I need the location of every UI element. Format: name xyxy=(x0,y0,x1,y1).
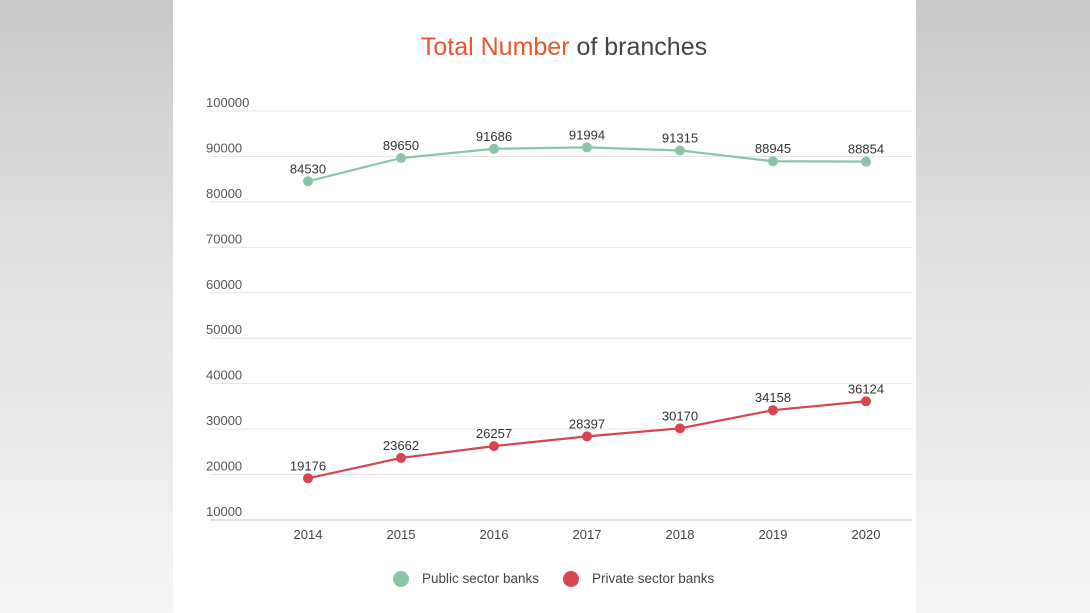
x-tick-label: 2015 xyxy=(387,527,416,542)
data-label: 88854 xyxy=(848,142,884,157)
chart-title-highlight: Total Number xyxy=(421,33,570,61)
data-point xyxy=(768,405,778,416)
data-label: 19176 xyxy=(290,458,326,473)
data-point xyxy=(768,156,778,167)
data-label: 30170 xyxy=(662,408,698,423)
data-point xyxy=(582,431,592,442)
x-tick-label: 2020 xyxy=(852,527,881,542)
y-tick-label: 70000 xyxy=(206,231,242,246)
y-tick-label: 80000 xyxy=(206,186,242,201)
data-label: 91686 xyxy=(476,129,512,144)
chart-title: Total Number of branches xyxy=(421,33,707,61)
legend-marker xyxy=(393,571,409,587)
y-tick-label: 10000 xyxy=(206,504,242,519)
data-point xyxy=(675,423,685,434)
legend-label: Public sector banks xyxy=(422,571,539,586)
x-tick-label: 2018 xyxy=(666,527,695,542)
data-point xyxy=(303,473,313,484)
data-label: 36124 xyxy=(848,381,884,396)
y-tick-label: 40000 xyxy=(206,368,242,383)
data-label: 34158 xyxy=(755,390,791,405)
data-point xyxy=(396,153,406,164)
series-private-sector-banks: 19176 23662 26257 28397 30170 34158 36124 xyxy=(290,381,884,484)
data-point xyxy=(303,176,313,187)
data-point xyxy=(582,142,592,153)
data-label: 91315 xyxy=(662,130,698,145)
data-label: 89650 xyxy=(383,138,419,153)
y-tick-label: 20000 xyxy=(206,459,242,474)
series-public-sector-banks: 84530 89650 91686 91994 91315 88945 88854 xyxy=(290,127,884,187)
data-label: 28397 xyxy=(569,416,605,431)
data-point xyxy=(396,452,406,463)
x-tick-label: 2016 xyxy=(480,527,509,542)
legend-label: Private sector banks xyxy=(592,571,715,586)
data-point xyxy=(861,396,871,407)
data-label: 91994 xyxy=(569,127,605,142)
x-tick-label: 2014 xyxy=(294,527,323,542)
data-point xyxy=(489,441,499,452)
series-group: 84530 89650 91686 91994 91315 88945 88854 19176… xyxy=(290,127,884,484)
data-label: 88945 xyxy=(755,141,791,156)
y-tick-label: 90000 xyxy=(206,140,242,155)
x-tick-label: 2019 xyxy=(759,527,788,542)
legend-marker xyxy=(563,571,579,587)
data-point xyxy=(675,145,685,156)
y-tick-label: 50000 xyxy=(206,322,242,337)
data-point xyxy=(489,143,499,154)
legend: Public sector banks Private sector banks xyxy=(393,571,715,587)
y-axis-ticks: 10000 20000 30000 40000 50000 60000 70000 80000… xyxy=(206,95,249,519)
line-chart: Total Number of branches 10000 20000 30000… xyxy=(206,33,912,587)
chart-title-rest: of branches xyxy=(570,33,708,61)
data-label: 23662 xyxy=(383,438,419,453)
data-point xyxy=(861,156,871,167)
y-tick-label: 30000 xyxy=(206,413,242,428)
x-axis-ticks: 2014 2015 2016 2017 2018 2019 2020 xyxy=(294,527,881,542)
data-label: 26257 xyxy=(476,426,512,441)
y-tick-label: 60000 xyxy=(206,277,242,292)
chart-card: Total Number of branches 10000 20000 30000… xyxy=(173,0,916,613)
y-tick-label: 100000 xyxy=(206,95,249,110)
data-label: 84530 xyxy=(290,161,326,176)
x-tick-label: 2017 xyxy=(573,527,602,542)
